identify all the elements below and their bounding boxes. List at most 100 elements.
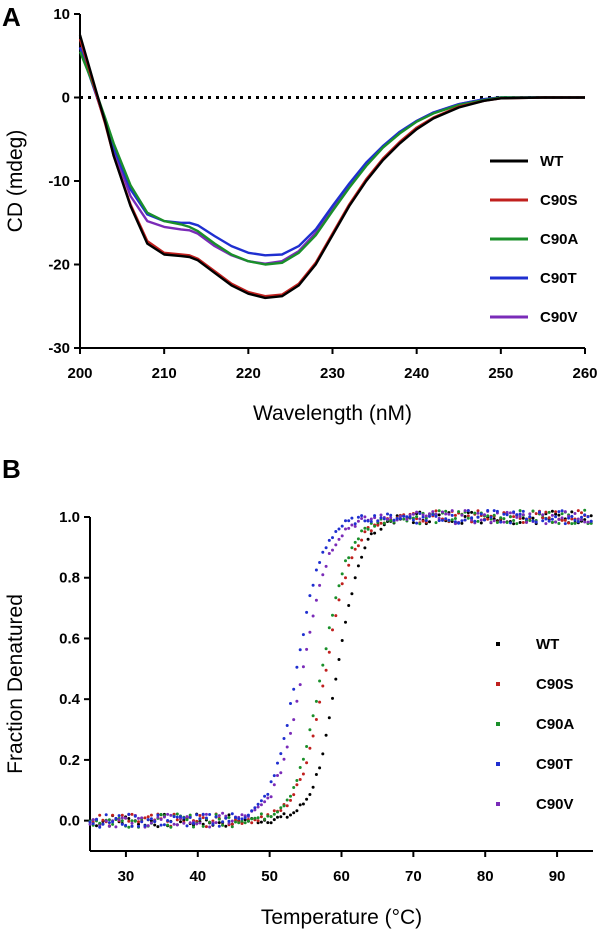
legend-marker-c90t (496, 762, 500, 766)
data-point-c90v (298, 683, 302, 687)
data-point-wt (550, 509, 554, 513)
data-point-c90a (282, 804, 286, 808)
data-point-c90v (505, 510, 509, 514)
data-point-c90v (521, 513, 525, 517)
data-point-c90t (483, 518, 486, 522)
data-point-c90a (508, 515, 512, 519)
data-point-c90a (130, 819, 134, 823)
x-tick-label-b: 60 (333, 868, 350, 885)
data-point-c90t (544, 517, 548, 521)
data-point-c90s (512, 515, 516, 519)
data-point-c90a (505, 521, 509, 524)
data-point-c90t (369, 520, 373, 523)
data-point-c90t (272, 774, 276, 778)
data-point-c90t (289, 702, 292, 705)
x-tick-label-a: 200 (67, 365, 92, 382)
data-point-c90v (398, 514, 402, 518)
data-point-c90v (525, 520, 528, 524)
data-point-c90v (379, 513, 383, 517)
data-point-c90t (159, 823, 163, 827)
data-point-c90a (512, 519, 516, 522)
data-point-c90s (327, 650, 331, 654)
data-point-c90v (386, 517, 389, 521)
data-point-c90v (292, 718, 296, 722)
data-point-c90a (570, 522, 574, 526)
data-point-c90t (172, 815, 176, 819)
data-point-c90t (386, 512, 389, 516)
data-point-wt (308, 793, 312, 796)
data-point-wt (353, 576, 357, 580)
data-point-c90t (470, 516, 474, 520)
data-point-wt (285, 815, 289, 819)
series-line-wt (78, 34, 585, 300)
data-point-c90t (224, 816, 228, 820)
data-point-wt (95, 824, 98, 828)
data-point-c90v (104, 819, 108, 823)
data-point-c90t (133, 814, 137, 818)
data-point-c90v (172, 822, 176, 826)
data-point-c90v (337, 537, 341, 541)
data-point-c90a (583, 508, 587, 512)
data-point-wt (266, 821, 270, 825)
data-point-c90s (544, 510, 548, 514)
series-points-c90v (88, 509, 593, 829)
data-point-c90t (538, 510, 541, 514)
data-point-c90t (204, 816, 208, 820)
data-point-c90a (208, 820, 212, 824)
data-point-c90a (350, 546, 354, 550)
data-point-c90v (204, 812, 208, 816)
data-point-c90v (221, 811, 225, 815)
data-point-c90v (266, 796, 270, 800)
data-point-c90a (305, 745, 309, 748)
y-tick-label-a: 0 (62, 90, 70, 107)
data-point-wt (201, 822, 205, 826)
data-point-wt (463, 515, 467, 518)
data-point-c90a (292, 786, 296, 789)
data-point-c90v (428, 512, 431, 516)
data-point-c90a (327, 626, 331, 630)
y-tick-label-b: 1.0 (59, 509, 80, 526)
data-point-c90v (369, 517, 373, 521)
data-point-c90s (486, 517, 490, 521)
data-point-c90a (453, 517, 457, 520)
data-point-c90a (476, 519, 480, 523)
data-point-c90s (560, 518, 564, 522)
data-point-c90t (589, 519, 593, 523)
data-point-wt (324, 733, 328, 737)
data-point-c90v (424, 514, 428, 518)
data-point-c90t (301, 633, 305, 637)
data-point-c90v (353, 524, 357, 528)
data-point-c90t (130, 824, 134, 828)
legend-label-c90v: C90V (540, 309, 578, 326)
data-point-c90s (466, 514, 470, 518)
data-point-c90t (146, 818, 150, 822)
data-point-c90v (431, 510, 435, 514)
data-point-c90t (554, 515, 558, 519)
data-point-c90v (305, 647, 309, 651)
data-point-c90s (146, 815, 150, 819)
data-point-c90t (169, 820, 173, 824)
y-tick-label-b: 0.6 (59, 630, 80, 647)
data-point-c90t (327, 538, 331, 542)
x-tick-label-b: 40 (189, 868, 206, 885)
legend-label-c90s: C90S (540, 192, 578, 209)
data-point-c90t (124, 823, 128, 827)
data-point-c90t (356, 515, 360, 519)
data-point-c90t (137, 824, 140, 828)
data-point-c90a (301, 757, 305, 761)
series-points-c90a (88, 508, 593, 829)
data-point-c90a (192, 825, 195, 829)
data-point-c90s (580, 511, 583, 515)
y-tick-label-a: -20 (48, 257, 70, 274)
data-point-c90t (421, 515, 425, 519)
data-point-c90t (276, 761, 279, 765)
data-point-c90v (240, 813, 244, 817)
x-axis-title-a: Wavelength (nM) (253, 402, 412, 425)
panel-label-b: B (2, 454, 21, 484)
data-point-c90a (318, 679, 322, 683)
data-point-c90t (379, 516, 383, 520)
data-point-c90a (107, 818, 111, 822)
data-point-c90v (479, 518, 483, 522)
data-point-c90t (179, 815, 182, 819)
data-point-c90a (457, 510, 461, 514)
